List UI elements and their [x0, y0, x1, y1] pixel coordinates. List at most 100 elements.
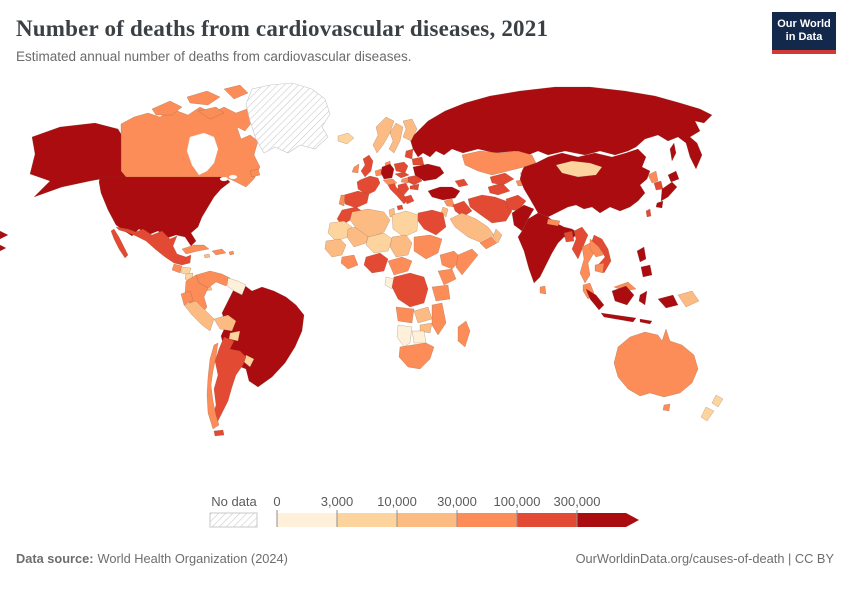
- country-ukraine[interactable]: [412, 163, 445, 182]
- country-germany[interactable]: [380, 163, 395, 180]
- country-yemen[interactable]: [479, 236, 498, 250]
- country-indonesia-kalimantan[interactable]: [611, 285, 635, 306]
- country-canadian-arctic2[interactable]: [186, 90, 221, 106]
- country-ecuador[interactable]: [180, 290, 194, 306]
- country-nigeria[interactable]: [363, 252, 389, 274]
- country-indonesia-sulawesi[interactable]: [638, 290, 648, 306]
- country-finland[interactable]: [402, 118, 418, 142]
- country-caucasus[interactable]: [454, 178, 469, 188]
- legend-bin-1[interactable]: [337, 513, 397, 527]
- country-gabon-congo[interactable]: [384, 276, 395, 290]
- country-baltics[interactable]: [404, 148, 414, 160]
- country-cameroon-car[interactable]: [387, 256, 413, 276]
- country-japan-hokkaido[interactable]: [667, 170, 680, 183]
- country-madagascar[interactable]: [457, 320, 471, 348]
- country-far-east-sliver[interactable]: [0, 230, 9, 240]
- country-philippines-luzon[interactable]: [636, 246, 647, 263]
- country-taiwan[interactable]: [645, 208, 652, 218]
- country-new-zealand-north[interactable]: [711, 394, 724, 408]
- country-tierra-del-fuego[interactable]: [213, 429, 225, 437]
- country-greenland[interactable]: [245, 82, 331, 154]
- no-data-swatch[interactable]: [209, 512, 258, 528]
- country-spain[interactable]: [343, 190, 370, 209]
- country-bangladesh[interactable]: [563, 230, 575, 243]
- country-oman[interactable]: [492, 228, 503, 244]
- country-jamaica[interactable]: [203, 253, 211, 259]
- legend-bin-2[interactable]: [397, 513, 457, 527]
- country-belarus[interactable]: [411, 156, 425, 166]
- country-algeria[interactable]: [349, 208, 391, 239]
- country-indonesia-lesser[interactable]: [639, 318, 653, 325]
- country-paraguay[interactable]: [228, 330, 241, 342]
- country-myanmar[interactable]: [571, 226, 589, 260]
- country-bolivia[interactable]: [213, 314, 237, 332]
- country-cambodia[interactable]: [594, 262, 605, 274]
- country-japan-honshu[interactable]: [660, 181, 678, 202]
- country-czech-slovakia[interactable]: [394, 171, 410, 179]
- country-canadian-arctic4[interactable]: [197, 106, 225, 120]
- country-ireland[interactable]: [351, 163, 360, 174]
- country-philippines-mindanao[interactable]: [640, 264, 653, 278]
- country-egypt[interactable]: [417, 209, 447, 236]
- country-nepal[interactable]: [546, 218, 561, 227]
- country-iran[interactable]: [467, 194, 513, 224]
- country-sicily[interactable]: [396, 204, 404, 211]
- country-russia-sakhalin[interactable]: [669, 142, 677, 162]
- country-somalia[interactable]: [455, 248, 479, 276]
- country-indonesia-papua[interactable]: [657, 294, 679, 309]
- country-guatemala[interactable]: [171, 263, 183, 274]
- country-ivory-ghana[interactable]: [340, 254, 359, 270]
- country-tasmania[interactable]: [662, 403, 671, 412]
- country-mongolia[interactable]: [555, 160, 603, 178]
- country-puerto-rico[interactable]: [228, 250, 235, 256]
- country-sweden[interactable]: [388, 122, 404, 154]
- legend-bin-5-arrow[interactable]: [577, 513, 639, 527]
- country-russia[interactable]: [409, 86, 713, 170]
- country-south-korea[interactable]: [653, 180, 664, 191]
- country-australia[interactable]: [613, 328, 699, 398]
- country-japan-kyushu[interactable]: [655, 200, 664, 209]
- country-niger[interactable]: [365, 232, 393, 254]
- country-indonesia-java[interactable]: [600, 312, 637, 323]
- country-usa[interactable]: [98, 176, 231, 247]
- country-turkey[interactable]: [427, 186, 461, 201]
- country-portugal[interactable]: [338, 194, 346, 207]
- country-canadian-arctic3[interactable]: [223, 84, 249, 100]
- country-greece[interactable]: [403, 194, 415, 205]
- owid-logo[interactable]: Our World in Data: [772, 12, 836, 54]
- country-india[interactable]: [517, 212, 579, 284]
- country-tanzania[interactable]: [431, 284, 451, 302]
- country-sri-lanka[interactable]: [539, 285, 547, 295]
- country-norway[interactable]: [372, 116, 395, 154]
- country-france[interactable]: [356, 175, 381, 196]
- country-guyanas[interactable]: [226, 277, 247, 296]
- legend-bin-4[interactable]: [517, 513, 577, 527]
- country-sudan[interactable]: [413, 234, 443, 260]
- legend-bin-0[interactable]: [277, 513, 337, 527]
- country-south-africa[interactable]: [398, 342, 435, 370]
- country-papua-new-guinea[interactable]: [677, 290, 700, 308]
- country-zambia[interactable]: [413, 306, 433, 324]
- country-libya[interactable]: [391, 210, 419, 238]
- country-indonesia-sumatra[interactable]: [585, 288, 605, 311]
- country-peru[interactable]: [183, 300, 215, 332]
- country-namibia[interactable]: [396, 324, 413, 348]
- country-newfoundland[interactable]: [249, 168, 261, 178]
- country-mozambique[interactable]: [431, 302, 447, 336]
- country-mexico[interactable]: [115, 226, 192, 266]
- country-chad[interactable]: [389, 234, 413, 258]
- country-angola[interactable]: [395, 306, 415, 324]
- country-hungary[interactable]: [400, 176, 411, 184]
- country-cuba[interactable]: [181, 244, 210, 255]
- country-china[interactable]: [519, 148, 651, 218]
- legend-bin-3[interactable]: [457, 513, 517, 527]
- country-north-korea[interactable]: [647, 170, 659, 184]
- country-kenya-uganda[interactable]: [437, 268, 457, 286]
- country-turkmenistan[interactable]: [487, 182, 511, 196]
- country-baja[interactable]: [110, 228, 129, 259]
- country-canadian-arctic1[interactable]: [151, 100, 183, 116]
- country-new-zealand-south[interactable]: [700, 406, 715, 422]
- country-poland[interactable]: [393, 161, 409, 174]
- country-far-east-sliver2[interactable]: [0, 244, 7, 252]
- country-balkans[interactable]: [397, 182, 410, 196]
